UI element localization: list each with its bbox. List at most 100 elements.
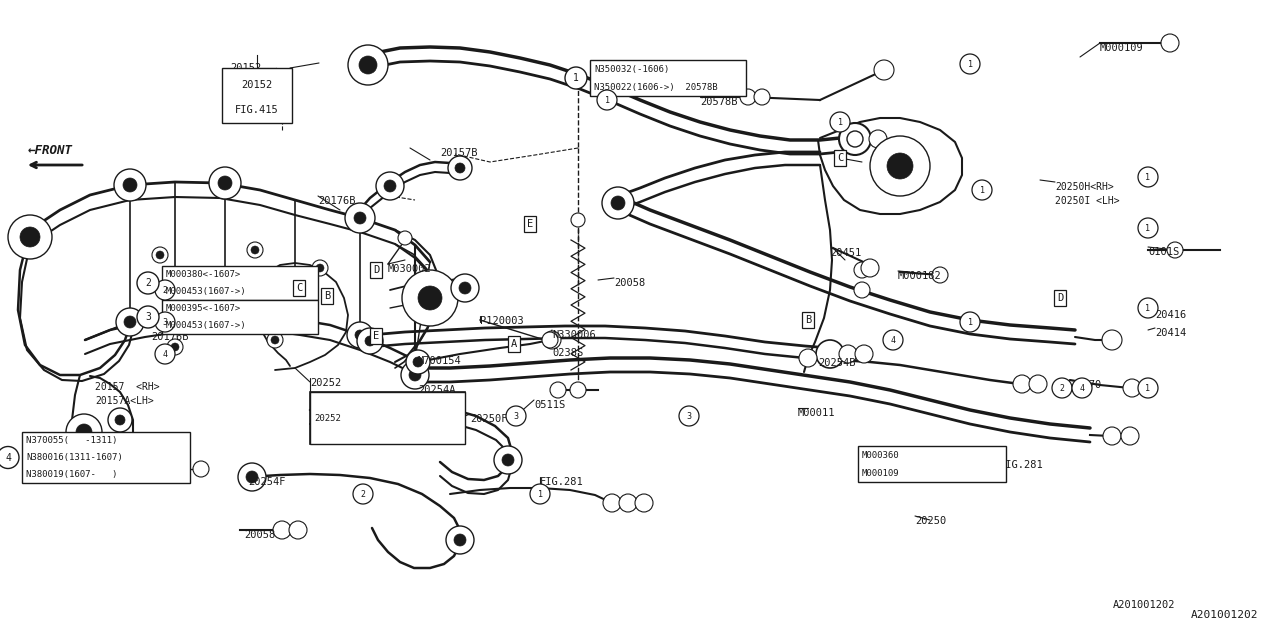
Circle shape [854,262,870,278]
Text: M000395<-1607>: M000395<-1607> [166,304,241,313]
Circle shape [402,270,458,326]
Circle shape [635,494,653,512]
Circle shape [0,447,19,468]
Text: N370055(   -1311): N370055( -1311) [26,436,118,445]
Circle shape [348,45,388,85]
Text: B: B [324,291,330,301]
Circle shape [410,369,421,381]
Circle shape [268,332,283,348]
Circle shape [1012,375,1030,393]
Circle shape [817,340,844,368]
Text: M000453(1607->): M000453(1607->) [166,287,247,296]
Text: 20152: 20152 [230,63,261,73]
Circle shape [172,343,179,351]
Text: 20058: 20058 [244,530,275,540]
Circle shape [155,280,175,300]
Circle shape [506,406,526,426]
Text: A: A [511,339,517,349]
Circle shape [1138,167,1158,187]
Text: N380019(1607-   ): N380019(1607- ) [26,470,118,479]
Circle shape [1138,378,1158,398]
Circle shape [116,308,145,336]
Text: 1: 1 [968,317,973,326]
Circle shape [316,264,324,272]
Circle shape [847,131,863,147]
Circle shape [355,330,365,340]
Bar [310,392,465,444]
Text: 1: 1 [1146,173,1151,182]
Text: 20058: 20058 [614,278,645,288]
Circle shape [1161,34,1179,52]
Circle shape [854,282,870,298]
Circle shape [219,307,230,319]
Bar [310,392,465,444]
Circle shape [289,521,307,539]
Circle shape [541,332,558,348]
Circle shape [1102,330,1123,350]
Text: 4: 4 [1079,383,1084,392]
Circle shape [861,259,879,277]
Circle shape [76,424,92,440]
Text: 20414: 20414 [1155,328,1187,338]
Circle shape [218,176,232,190]
Circle shape [494,446,522,474]
Circle shape [571,213,585,227]
Circle shape [209,167,241,199]
Text: 20176B: 20176B [151,332,188,342]
Circle shape [620,494,637,512]
Text: 20252: 20252 [314,413,340,422]
Text: 3: 3 [686,412,691,420]
Circle shape [273,521,291,539]
Circle shape [137,306,159,328]
Text: 2: 2 [163,285,168,294]
Text: M700154: M700154 [419,356,462,366]
Text: 1: 1 [1146,383,1151,392]
Text: 20252: 20252 [370,413,404,423]
Circle shape [451,274,479,302]
Circle shape [156,251,164,259]
Circle shape [838,345,858,363]
Text: M030002: M030002 [388,264,431,274]
Text: M000109: M000109 [1100,43,1144,53]
Text: D: D [1057,293,1064,303]
Bar [22,432,189,483]
Text: M000453(1607->): M000453(1607->) [166,321,247,330]
Circle shape [445,526,474,554]
Text: 20250I <LH>: 20250I <LH> [1055,196,1120,206]
Circle shape [883,330,902,350]
Circle shape [855,345,873,363]
Circle shape [155,344,175,364]
Circle shape [502,454,515,466]
Text: M000182: M000182 [899,271,942,281]
Text: M000109: M000109 [861,468,900,477]
Text: 20254A: 20254A [419,385,456,395]
Circle shape [1123,379,1140,397]
Text: FIG.281: FIG.281 [1000,460,1043,470]
Circle shape [358,56,378,74]
Text: 20250H<RH>: 20250H<RH> [1055,182,1114,192]
Text: 20157A<LH>: 20157A<LH> [95,396,154,406]
Text: 20176B: 20176B [317,196,356,206]
Circle shape [454,534,466,546]
Circle shape [413,357,422,367]
Circle shape [238,463,266,491]
Circle shape [460,282,471,294]
Circle shape [319,400,351,432]
Text: 0238S: 0238S [552,348,584,358]
Text: 1: 1 [968,60,973,68]
Circle shape [838,123,870,155]
Circle shape [251,246,259,254]
Text: C: C [296,283,302,293]
Text: D: D [372,265,379,275]
Circle shape [247,242,262,258]
Circle shape [543,331,561,349]
Bar [163,300,317,334]
Text: N330006: N330006 [552,330,595,340]
Circle shape [124,316,136,328]
Text: 2: 2 [361,490,366,499]
Text: 4: 4 [891,335,896,344]
Text: M000109: M000109 [876,475,920,485]
Circle shape [550,382,566,398]
Text: P120003: P120003 [480,316,524,326]
Text: ←FRONT: ←FRONT [27,143,73,157]
